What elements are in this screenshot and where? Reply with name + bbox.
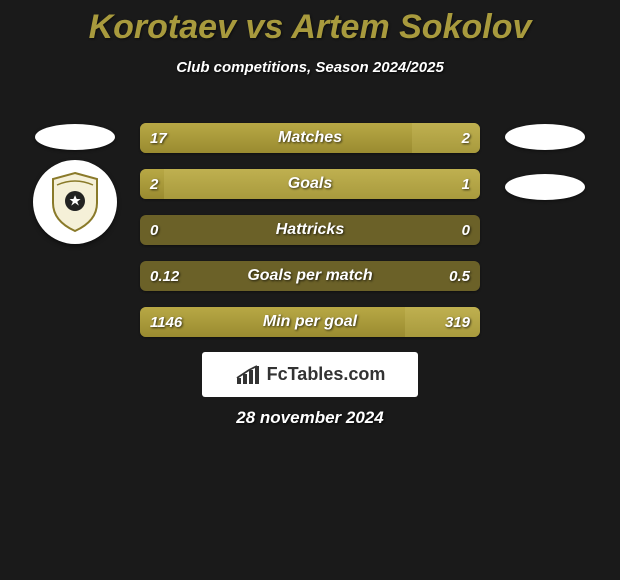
brand-text: FcTables.com: [267, 364, 386, 385]
page-title: Korotaev vs Artem Sokolov: [0, 0, 620, 47]
stats-area: 172Matches 21Goals 00Hattricks 0.120.5Goals…: [140, 123, 480, 353]
stat-label: Min per goal: [140, 307, 480, 337]
flag-icon: [505, 174, 585, 200]
stat-row: 0.120.5Goals per match: [140, 261, 480, 291]
player-left-badges: [20, 118, 130, 254]
chart-icon: [235, 364, 261, 386]
comparison-infographic: Korotaev vs Artem Sokolov Club competiti…: [0, 0, 620, 580]
page-subtitle: Club competitions, Season 2024/2025: [0, 59, 620, 76]
stat-label: Goals: [140, 169, 480, 199]
stat-label: Hattricks: [140, 215, 480, 245]
branding-badge: FcTables.com: [202, 352, 418, 397]
flag-icon: [35, 124, 115, 150]
stat-row: 1146319Min per goal: [140, 307, 480, 337]
stat-row: 172Matches: [140, 123, 480, 153]
stat-label: Matches: [140, 123, 480, 153]
flag-icon: [505, 124, 585, 150]
stat-row: 21Goals: [140, 169, 480, 199]
shield-icon: [47, 171, 103, 233]
club-badge-icon: [33, 160, 117, 244]
stat-row: 00Hattricks: [140, 215, 480, 245]
date-text: 28 november 2024: [0, 408, 620, 428]
player-right-badges: [490, 118, 600, 206]
stat-label: Goals per match: [140, 261, 480, 291]
